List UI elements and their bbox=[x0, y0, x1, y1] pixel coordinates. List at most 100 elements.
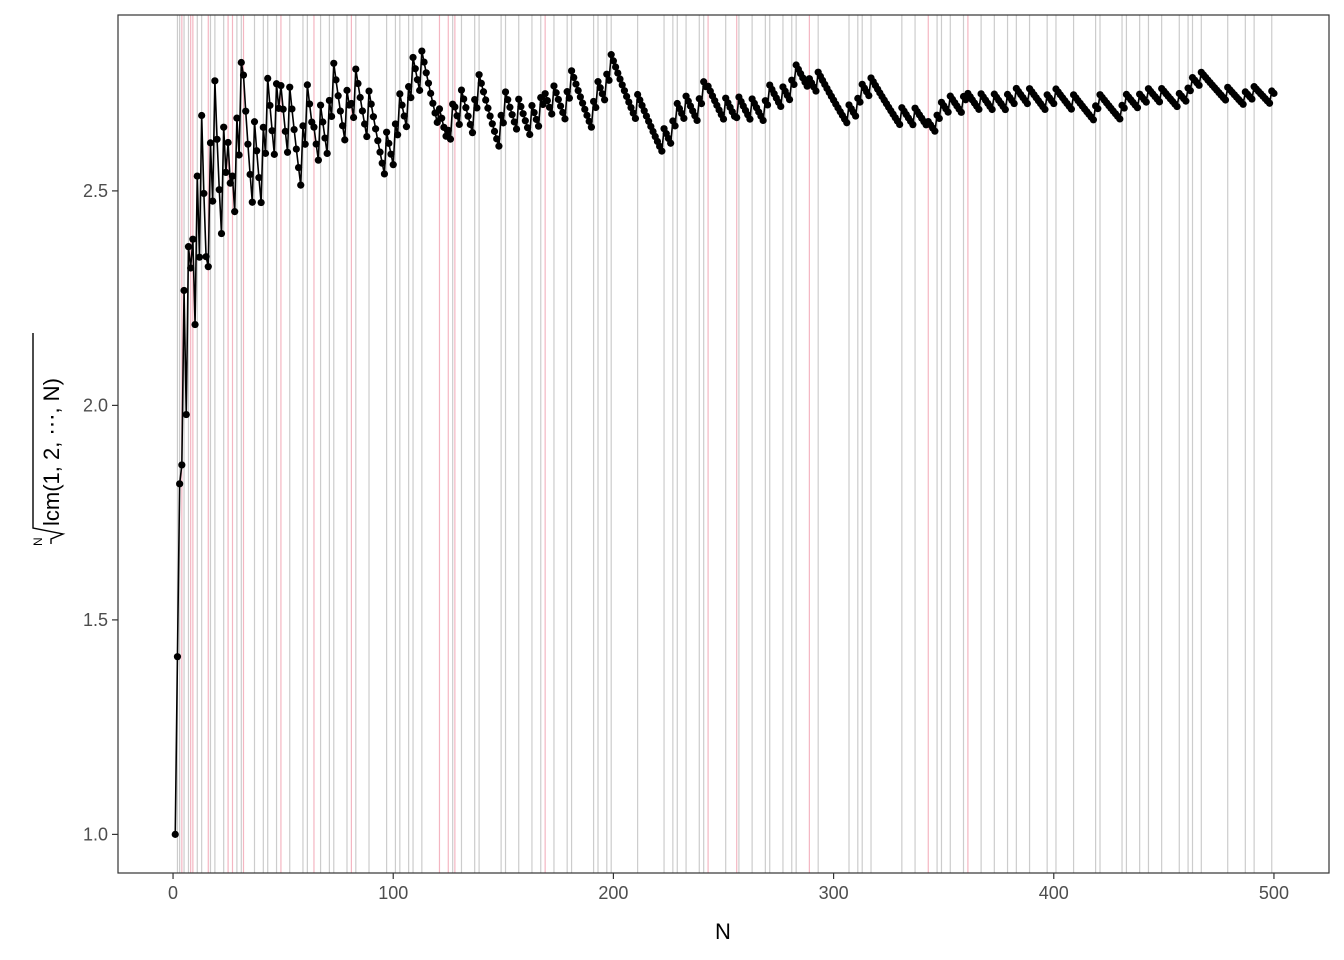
data-point-n88 bbox=[363, 132, 371, 141]
y-tick-label-2.5: 2.5 bbox=[83, 181, 108, 201]
data-point-n188 bbox=[583, 111, 591, 119]
data-point-n97 bbox=[383, 128, 391, 136]
data-point-n71 bbox=[325, 96, 333, 105]
data-point-n18 bbox=[209, 197, 217, 205]
data-point-n173 bbox=[550, 82, 558, 90]
data-point-n7 bbox=[184, 243, 193, 251]
data-point-n498 bbox=[1265, 99, 1274, 107]
data-point-n176 bbox=[556, 102, 565, 110]
data-point-n139 bbox=[475, 71, 483, 79]
data-point-n388 bbox=[1023, 99, 1031, 108]
data-point-n204 bbox=[618, 81, 626, 89]
data-point-n36 bbox=[248, 198, 256, 206]
data-point-n316 bbox=[865, 92, 873, 100]
data-point-n179 bbox=[563, 88, 571, 96]
data-point-n50 bbox=[279, 105, 287, 113]
data-point-n157 bbox=[515, 95, 523, 103]
data-point-n41 bbox=[259, 123, 267, 131]
data-point-n31 bbox=[237, 58, 245, 67]
data-point-n222 bbox=[658, 147, 666, 155]
data-point-n195 bbox=[598, 90, 607, 98]
data-point-n82 bbox=[349, 113, 358, 122]
data-point-n310 bbox=[852, 112, 860, 120]
data-point-n282 bbox=[790, 80, 798, 89]
y-axis-title: N lcm(1, 2, ⋯, N) bbox=[31, 333, 66, 546]
data-point-n66 bbox=[314, 156, 322, 164]
data-point-n146 bbox=[490, 127, 499, 135]
data-point-n33 bbox=[242, 107, 250, 115]
data-point-n103 bbox=[396, 90, 404, 98]
data-point-n155 bbox=[510, 118, 518, 126]
data-point-n106 bbox=[402, 123, 411, 131]
data-point-n32 bbox=[239, 71, 248, 79]
data-point-n90 bbox=[367, 100, 375, 108]
data-point-n46 bbox=[270, 150, 278, 158]
data-point-n164 bbox=[530, 108, 538, 117]
data-point-n396 bbox=[1041, 105, 1049, 114]
data-point-n430 bbox=[1116, 115, 1124, 123]
data-point-n132 bbox=[460, 95, 468, 103]
data-point-n54 bbox=[288, 105, 296, 113]
data-point-n122 bbox=[438, 114, 446, 122]
data-point-n76 bbox=[336, 107, 344, 115]
x-tick-label-100: 100 bbox=[378, 883, 408, 903]
data-point-n23 bbox=[220, 123, 228, 131]
data-point-n134 bbox=[464, 112, 472, 120]
y-axis-title-root-index: N bbox=[31, 537, 45, 546]
data-point-n226 bbox=[667, 139, 675, 147]
data-point-n14 bbox=[200, 189, 208, 198]
data-point-n6 bbox=[182, 410, 190, 419]
data-point-n45 bbox=[268, 127, 276, 135]
data-point-n141 bbox=[479, 88, 488, 96]
data-point-n2 bbox=[173, 653, 182, 661]
data-point-n11 bbox=[193, 172, 201, 180]
data-point-n19 bbox=[211, 77, 219, 85]
data-point-n136 bbox=[468, 129, 477, 137]
data-point-n81 bbox=[347, 99, 355, 108]
data-point-n87 bbox=[361, 120, 369, 128]
data-point-n162 bbox=[526, 130, 534, 139]
prime-reference-lines bbox=[176, 15, 1273, 873]
data-point-n202 bbox=[614, 69, 622, 77]
data-point-n100 bbox=[389, 161, 397, 169]
data-point-n147 bbox=[493, 135, 501, 143]
x-axis-title: N bbox=[715, 919, 731, 944]
data-point-n238 bbox=[693, 116, 701, 125]
data-point-n99 bbox=[387, 150, 395, 158]
data-point-n180 bbox=[565, 94, 573, 102]
data-point-n29 bbox=[233, 114, 241, 122]
data-point-n456 bbox=[1173, 102, 1181, 111]
data-point-n1 bbox=[171, 830, 179, 838]
data-point-n108 bbox=[407, 93, 415, 102]
data-point-n85 bbox=[356, 93, 364, 102]
data-point-n478 bbox=[1221, 96, 1230, 104]
data-point-n15 bbox=[202, 253, 210, 261]
data-point-n77 bbox=[338, 122, 347, 130]
data-point-n183 bbox=[572, 80, 580, 88]
data-point-n172 bbox=[548, 110, 556, 118]
data-point-n109 bbox=[409, 53, 417, 62]
x-axis: 0 100 200 300 400 500 bbox=[168, 873, 1289, 903]
x-tick-label-400: 400 bbox=[1039, 883, 1069, 903]
data-point-n37 bbox=[250, 118, 259, 126]
y-axis-title-radical bbox=[32, 333, 66, 544]
data-point-n268 bbox=[759, 116, 767, 125]
data-point-n462 bbox=[1186, 87, 1194, 95]
data-point-n154 bbox=[508, 111, 516, 119]
data-point-n39 bbox=[255, 174, 263, 182]
data-point-n201 bbox=[612, 63, 620, 71]
data-point-n460 bbox=[1182, 97, 1190, 105]
data-point-n203 bbox=[616, 75, 624, 83]
data-point-n194 bbox=[596, 84, 604, 92]
data-point-n372 bbox=[988, 105, 996, 114]
data-point-n177 bbox=[559, 108, 567, 117]
data-point-n151 bbox=[501, 88, 510, 96]
y-tick-label-2: 2.0 bbox=[83, 395, 108, 415]
data-point-n250 bbox=[719, 115, 728, 123]
data-point-n185 bbox=[576, 93, 584, 101]
data-point-n358 bbox=[957, 108, 965, 116]
data-point-n67 bbox=[316, 101, 325, 109]
data-point-n42 bbox=[261, 149, 270, 157]
data-point-n174 bbox=[552, 89, 560, 97]
